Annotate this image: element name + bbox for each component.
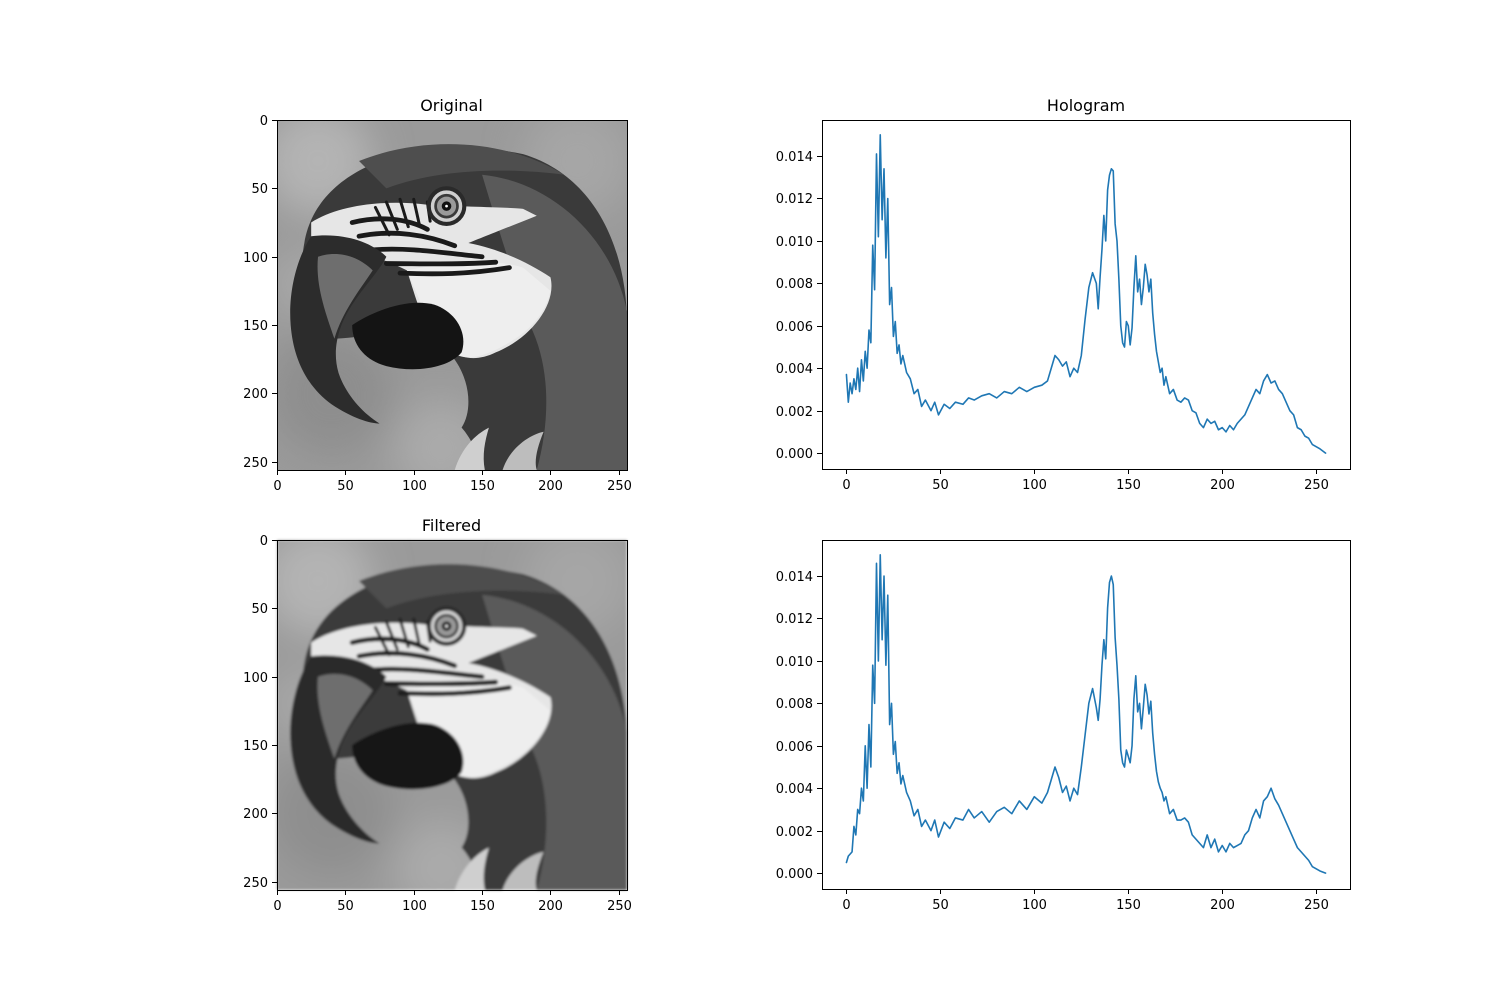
x-tick-label: 0 (842, 478, 850, 493)
x-axis-hologram: 0 50 100 150 200 250 (842, 469, 1329, 493)
x-tick-label: 50 (932, 478, 949, 493)
y-tick-label: 0 (260, 114, 268, 129)
y-tick-label: 0.014 (776, 570, 813, 585)
y-tick-label: 0.000 (776, 867, 813, 882)
x-tick-label: 0 (273, 479, 281, 494)
x-tick-label: 200 (1210, 478, 1235, 493)
x-tick-label: 50 (337, 479, 354, 494)
x-tick-label: 100 (402, 479, 427, 494)
y-tick-label: 0.004 (776, 782, 813, 797)
series-group-filtered-histogram (845, 554, 1327, 874)
x-tick-label: 0 (842, 898, 850, 913)
x-tick-label: 200 (538, 479, 563, 494)
x-axis-filtered-histogram: 0 50 100 150 200 250 (842, 889, 1329, 913)
x-axis-filtered: 0 50 100 150 200 250 (273, 890, 632, 914)
x-tick-label: 250 (607, 899, 632, 914)
y-tick-label: 150 (243, 739, 268, 754)
x-tick-label: 150 (470, 899, 495, 914)
x-axis-original: 0 50 100 150 200 250 (273, 470, 632, 494)
axes-frame-original (277, 120, 628, 471)
y-tick-label: 0.010 (776, 655, 813, 670)
y-tick-label: 100 (243, 251, 268, 266)
y-tick-label: 0.012 (776, 612, 813, 627)
x-tick-label: 0 (273, 899, 281, 914)
x-tick-label: 150 (1116, 898, 1141, 913)
parrot-original-image (263, 106, 632, 496)
y-tick-label: 0.006 (776, 740, 813, 755)
panel-title-filtered: Filtered (422, 516, 481, 535)
panel-title-hologram: Hologram (1047, 96, 1125, 115)
x-tick-label: 100 (1022, 898, 1047, 913)
y-axis-hologram: 0.000 0.002 0.004 0.006 0.008 0.010 0.012 0.014 (776, 150, 822, 462)
series-line (845, 554, 1327, 874)
axes-frame-filtered (277, 540, 628, 891)
panel-hologram: Hologram 0 50 100 150 200 250 0.000 0.002 0.004… (776, 96, 1351, 493)
axes-frame-filtered-histogram (822, 540, 1351, 890)
x-tick-label: 200 (1210, 898, 1235, 913)
y-tick-label: 100 (243, 671, 268, 686)
parrot-filtered-image (263, 526, 632, 916)
y-tick-label: 0.008 (776, 277, 813, 292)
y-axis-filtered-histogram: 0.000 0.002 0.004 0.006 0.008 0.010 0.012 0.014 (776, 570, 822, 882)
y-tick-label: 0.012 (776, 192, 813, 207)
y-tick-label: 200 (243, 807, 268, 822)
y-tick-label: 0.010 (776, 235, 813, 250)
x-tick-label: 200 (538, 899, 563, 914)
y-tick-label: 50 (251, 602, 268, 617)
panel-filtered: Filtered 0 50 100 150 200 250 0 50 100 150 200 250 (243, 516, 632, 916)
x-tick-label: 150 (470, 479, 495, 494)
y-axis-filtered: 0 50 100 150 200 250 (243, 534, 277, 891)
series-group-hologram (845, 134, 1327, 454)
y-tick-label: 50 (251, 182, 268, 197)
x-tick-label: 50 (932, 898, 949, 913)
panel-original: Original 0 50 100 150 200 250 0 50 100 150 200 250 (243, 96, 632, 496)
y-tick-label: 0.000 (776, 447, 813, 462)
axes-frame-hologram (822, 120, 1351, 470)
y-tick-label: 0.004 (776, 362, 813, 377)
y-axis-original: 0 50 100 150 200 250 (243, 114, 277, 471)
x-tick-label: 100 (402, 899, 427, 914)
y-tick-label: 200 (243, 387, 268, 402)
x-tick-label: 50 (337, 899, 354, 914)
x-tick-label: 250 (607, 479, 632, 494)
y-tick-label: 250 (243, 456, 268, 471)
panel-filtered-histogram: 0 50 100 150 200 250 0.0000.0020.0040.0060.00… (776, 540, 1351, 913)
x-tick-label: 250 (1304, 478, 1329, 493)
y-tick-label: 0.006 (776, 320, 813, 335)
y-tick-label: 0.002 (776, 825, 813, 840)
y-tick-label: 0.014 (776, 150, 813, 165)
panel-title-original: Original (420, 96, 483, 115)
y-tick-label: 150 (243, 319, 268, 334)
series-line (845, 134, 1327, 454)
y-tick-label: 0.008 (776, 697, 813, 712)
y-tick-label: 0 (260, 534, 268, 549)
y-tick-label: 250 (243, 876, 268, 891)
x-tick-label: 100 (1022, 478, 1047, 493)
y-tick-label: 0.002 (776, 405, 813, 420)
x-tick-label: 250 (1304, 898, 1329, 913)
x-tick-label: 150 (1116, 478, 1141, 493)
